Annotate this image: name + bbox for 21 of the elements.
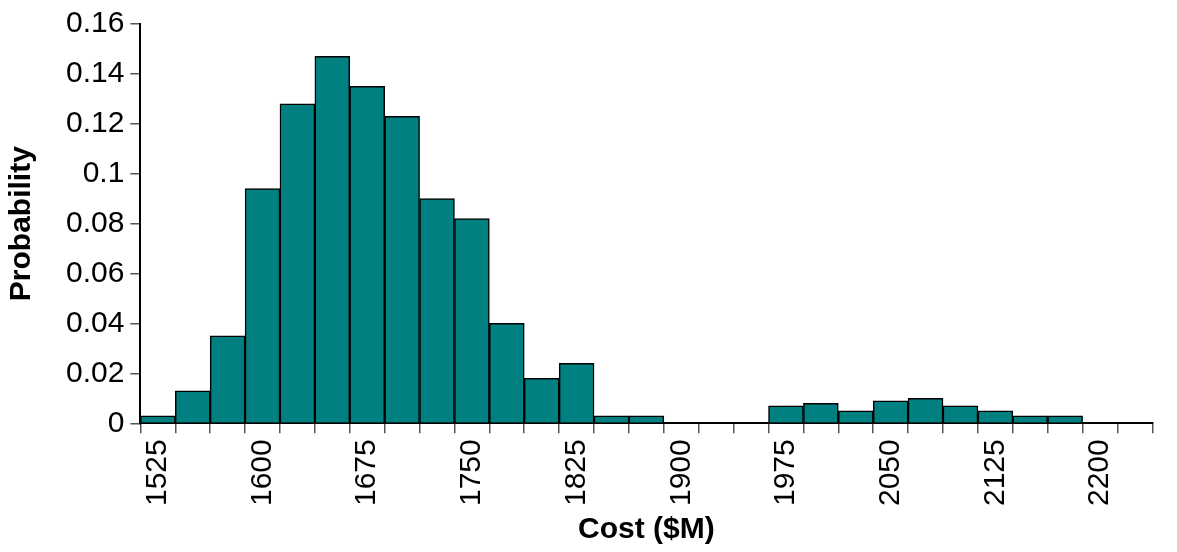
y-tick-label: 0.14	[66, 55, 125, 89]
x-tick-label: 2125	[976, 439, 1010, 507]
y-tick-label: 0.02	[66, 354, 125, 388]
x-tick-label: 1600	[243, 439, 277, 507]
x-tick-label: 1975	[767, 439, 801, 507]
x-tick-label: 2050	[871, 439, 905, 507]
x-tick-label: 1900	[662, 439, 696, 507]
y-tick-label: 0	[107, 404, 125, 438]
y-tick-label: 0.04	[66, 304, 125, 338]
y-tick-label: 0.16	[66, 5, 125, 39]
y-tick-label: 0.06	[66, 254, 125, 288]
x-tick-label: 1675	[348, 439, 382, 507]
x-axis-title: Cost ($M)	[578, 511, 715, 545]
x-tick-label: 1525	[139, 439, 173, 507]
y-tick-label: 0.1	[82, 154, 125, 188]
y-tick-label: 0.08	[66, 204, 125, 238]
x-tick-label: 2200	[1081, 439, 1115, 507]
y-axis-title: Probability	[3, 145, 37, 302]
y-tick-label: 0.12	[66, 105, 125, 139]
x-tick-label: 1750	[453, 439, 487, 507]
x-tick-label: 1825	[557, 439, 591, 507]
